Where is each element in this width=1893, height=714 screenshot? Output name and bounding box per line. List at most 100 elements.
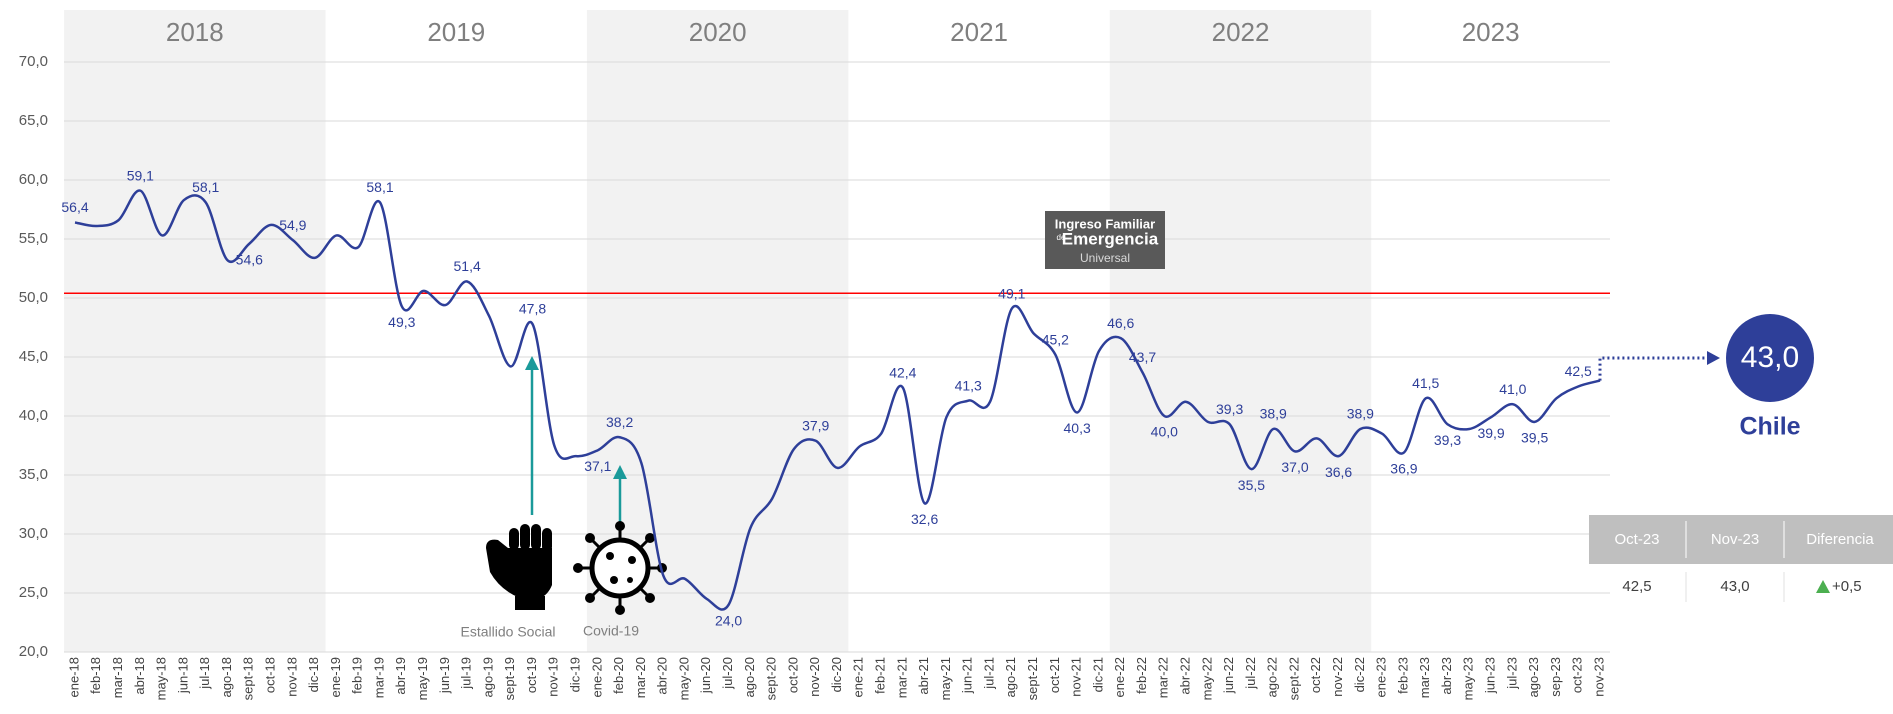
x-tick-label: abr-18 [132, 657, 147, 695]
annotation: Estallido Social [461, 624, 556, 640]
table-cell: +0,5 [1832, 578, 1862, 595]
year-band [1109, 10, 1372, 652]
year-label: 2018 [166, 17, 224, 47]
x-tick-label: ene-21 [851, 657, 866, 697]
x-tick-label: oct-18 [263, 657, 278, 693]
x-tick-label: abr-19 [393, 657, 408, 695]
x-tick-label: feb-21 [873, 657, 888, 694]
x-tick-label: jul-23 [1504, 657, 1519, 690]
y-tick-label: 40,0 [19, 407, 48, 424]
x-tick-label: mar-21 [894, 657, 909, 698]
x-tick-label: ene-20 [589, 657, 604, 697]
y-tick-label: 35,0 [19, 466, 48, 483]
x-tick-label: ago-21 [1003, 657, 1018, 697]
x-tick-label: sept-18 [241, 657, 256, 700]
x-tick-label: nov-22 [1330, 657, 1345, 697]
x-tick-label: mar-18 [110, 657, 125, 698]
x-tick-label: feb-20 [611, 657, 626, 694]
year-bands: 2018 2019 2020 2021 2022 2023 [64, 10, 1520, 652]
y-tick-label: 45,0 [19, 348, 48, 365]
x-tick-label: sept-22 [1286, 657, 1301, 700]
x-tick-label: jul-19 [459, 657, 474, 690]
table-header-cell: Oct-23 [1614, 531, 1659, 548]
x-tick-label: jul-21 [981, 657, 996, 690]
annotation: Covid-19 [583, 623, 639, 639]
data-label: 56,4 [61, 199, 88, 215]
logo-text: Universal [1080, 251, 1130, 265]
value-bubble [1726, 314, 1814, 402]
x-tick-label: may-20 [676, 657, 691, 700]
data-label: 43,7 [1129, 349, 1156, 365]
x-tick-label: feb-23 [1395, 657, 1410, 694]
x-tick-label: ago-18 [219, 657, 234, 697]
data-label: 49,1 [998, 285, 1025, 301]
x-tick-label: abr-20 [655, 657, 670, 695]
data-label: 45,2 [1042, 331, 1069, 347]
arrow-head [613, 465, 627, 479]
x-tick-label: jul-22 [1243, 657, 1258, 690]
data-label: 42,5 [1565, 363, 1592, 379]
data-label: 37,9 [802, 417, 829, 433]
data-label: 24,0 [715, 613, 742, 629]
data-label: 39,9 [1477, 425, 1504, 441]
data-label: 41,3 [955, 377, 982, 393]
data-label: 41,0 [1499, 381, 1526, 397]
data-label: 38,9 [1260, 406, 1287, 422]
bubble-value: 43,0 [1741, 341, 1799, 374]
year-label: 2021 [950, 17, 1008, 47]
logo: Ingreso Familiar de Emergencia Universal [1045, 211, 1165, 269]
y-tick-label: 70,0 [19, 53, 48, 70]
x-tick-label: oct-22 [1308, 657, 1323, 693]
virus-icon [573, 521, 667, 615]
data-label: 38,9 [1347, 406, 1374, 422]
data-label: 38,2 [606, 414, 633, 430]
x-tick-label: nov-18 [284, 657, 299, 697]
x-tick-label: oct-19 [524, 657, 539, 693]
table-header-cell: Diferencia [1806, 531, 1874, 548]
year-label: 2022 [1212, 17, 1270, 47]
plot: 56,4 59,1 58,1 54,6 54,9 58,1 49,3 51,4 47,8 37,1… [61, 167, 1720, 629]
x-tick-label: dic-22 [1352, 657, 1367, 692]
data-label: 58,1 [366, 179, 393, 195]
data-label: 58,1 [192, 179, 219, 195]
y-tick-label: 50,0 [19, 289, 48, 306]
x-tick-label: ago-20 [742, 657, 757, 697]
x-tick-label: sept-20 [764, 657, 779, 700]
data-label: 59,1 [127, 167, 154, 183]
data-label: 41,5 [1412, 375, 1439, 391]
x-tick-label: jun-19 [437, 657, 452, 694]
year-label: 2019 [427, 17, 485, 47]
x-tick-label: ene-18 [66, 657, 81, 697]
data-label: 37,1 [584, 458, 611, 474]
x-tick-label: jun-18 [175, 657, 190, 694]
year-label: 2020 [689, 17, 747, 47]
x-tick-label: nov-20 [807, 657, 822, 697]
data-label: 46,6 [1107, 315, 1134, 331]
data-label: 54,9 [279, 217, 306, 233]
data-label: 39,5 [1521, 430, 1548, 446]
x-tick-label: jun-21 [960, 657, 975, 694]
data-label: 47,8 [519, 301, 546, 317]
x-tick-label: may-18 [154, 657, 169, 700]
x-tick-label: dic-20 [829, 657, 844, 692]
x-tick-label: may-19 [415, 657, 430, 700]
x-tick-label: dic-18 [306, 657, 321, 692]
y-tick-label: 30,0 [19, 525, 48, 542]
data-label: 54,6 [236, 251, 263, 267]
x-tick-label: feb-18 [88, 657, 103, 694]
x-tick-label: mar-19 [371, 657, 386, 698]
x-tick-label: dic-21 [1090, 657, 1105, 692]
x-tick-label: may-22 [1199, 657, 1214, 700]
x-tick-label: oct-23 [1570, 657, 1585, 693]
x-tick-label: abr-22 [1178, 657, 1193, 695]
up-icon [1816, 580, 1830, 593]
x-tick-label: jun-22 [1221, 657, 1236, 694]
x-tick-label: jul-18 [197, 657, 212, 690]
table-header [1589, 515, 1893, 564]
data-label: 36,6 [1325, 464, 1352, 480]
pointer [1598, 356, 1708, 381]
fist-icon [486, 524, 552, 610]
y-tick-label: 55,0 [19, 230, 48, 247]
year-label: 2023 [1462, 17, 1520, 47]
